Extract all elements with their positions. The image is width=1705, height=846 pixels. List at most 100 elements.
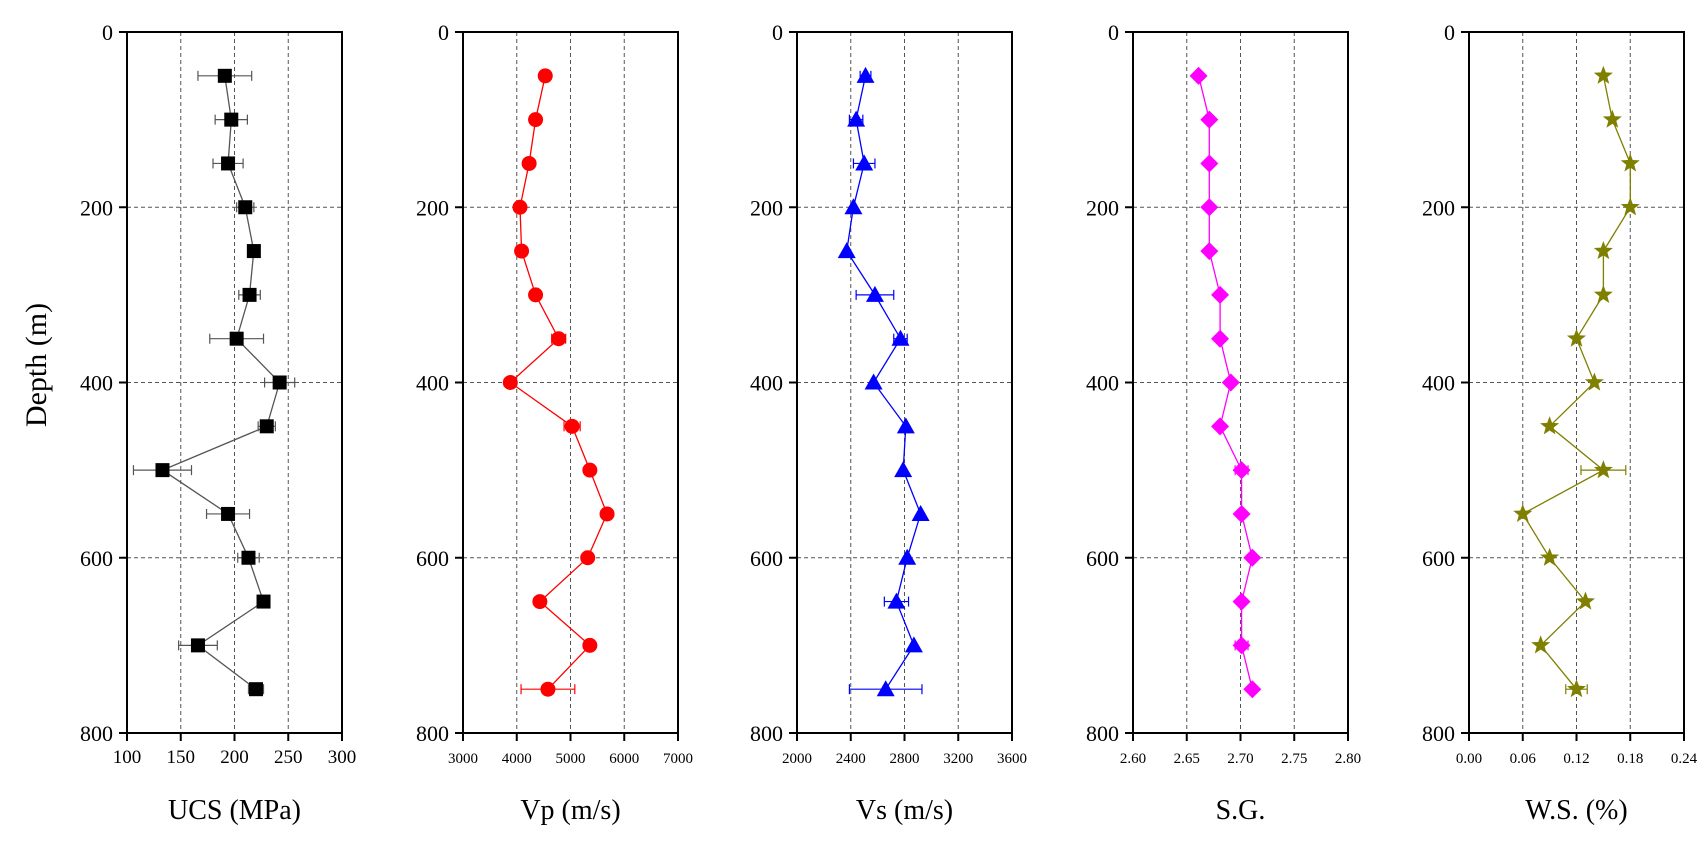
x-tick-label: 5000 [556,751,586,767]
square-marker [256,594,271,609]
circle-marker [528,287,544,303]
diamond-marker [1200,198,1219,217]
square-marker [238,200,253,215]
diamond-marker [1200,154,1219,173]
diamond-marker [1189,66,1208,85]
x-tick-label: 3200 [943,751,973,767]
circle-marker [512,199,528,215]
star-marker [1575,591,1595,610]
square-marker [229,331,244,346]
square-marker [242,287,257,302]
y-tick-label: 800 [1422,721,1455,746]
y-tick-label: 800 [1086,721,1119,746]
x-tick-label: 200 [220,747,249,768]
diamond-marker [1243,680,1262,699]
circle-marker [582,637,598,653]
y-tick-label: 0 [772,20,783,45]
y-tick-label: 600 [416,546,449,571]
square-marker [224,112,239,127]
diamond-marker [1232,504,1251,523]
y-tick-label: 200 [1422,195,1455,220]
square-marker [190,638,205,653]
triangle-marker [896,417,915,434]
circle-marker [532,594,548,610]
square-marker [249,682,263,697]
circle-marker [502,375,518,390]
x-tick-label: 0.00 [1456,751,1482,767]
square-marker [246,244,261,259]
x-tick-label: 2400 [836,751,866,767]
triangle-marker [898,548,917,565]
circle-marker [551,331,567,347]
x-tick-label: 4000 [502,751,532,767]
diamond-marker [1211,417,1230,436]
y-tick-label: 400 [416,371,449,396]
triangle-marker [894,461,913,478]
x-tick-label: 250 [274,747,303,768]
square-marker [221,506,236,521]
y-tick-label: 200 [1086,195,1119,220]
triangle-marker [876,680,895,697]
triangle-marker [911,504,930,521]
x-tick-label: 2800 [890,751,920,767]
star-marker [1593,65,1613,84]
diamond-marker [1232,461,1251,480]
circle-marker [540,681,556,697]
star-marker [1620,153,1640,172]
triangle-marker [837,242,856,259]
x-tick-label: 0.06 [1510,751,1537,767]
y-tick-label: 600 [1422,546,1455,571]
star-marker [1566,328,1587,347]
square-marker [221,156,236,171]
x-tick-label: 150 [167,747,196,768]
triangle-marker [856,66,875,83]
circle-marker [521,155,537,171]
x-tick-label: 0.24 [1671,751,1698,767]
y-tick-label: 400 [1422,371,1455,396]
star-marker [1593,460,1613,479]
y-tick-label: 400 [80,371,113,396]
triangle-marker [847,110,866,127]
triangle-marker [844,198,863,215]
x-tick-label: 100 [113,747,142,768]
x-tick-label: 0.12 [1563,751,1589,767]
y-tick-label: 400 [750,371,783,396]
circle-marker [528,112,544,128]
x-tick-label: 3600 [997,751,1027,767]
y-tick-label: 200 [750,195,783,220]
y-axis-title: Depth (m) [20,303,53,427]
x-tick-label: 0.18 [1617,751,1643,767]
y-tick-label: 800 [416,721,449,746]
diamond-marker [1200,242,1219,261]
y-tick-label: 400 [1086,371,1119,396]
star-marker [1566,679,1587,698]
square-marker [272,375,287,390]
x-axis-title: S.G. [1216,795,1266,826]
square-marker [155,463,170,478]
square-marker [259,419,274,434]
circle-marker [582,462,598,478]
x-axis-title: Vp (m/s) [520,795,620,826]
star-marker [1620,197,1640,216]
star-marker [1513,503,1533,523]
star-marker [1540,547,1560,566]
x-tick-label: 2.80 [1335,751,1361,767]
y-tick-label: 200 [80,195,113,220]
circle-marker [514,243,530,259]
triangle-marker [904,636,923,653]
x-tick-label: 2.70 [1227,751,1253,767]
diamond-marker [1243,548,1262,567]
star-marker [1584,372,1604,391]
star-marker [1540,416,1560,435]
diamond-marker [1221,373,1240,392]
diamond-marker [1200,110,1219,129]
y-tick-label: 600 [1086,546,1119,571]
star-marker [1602,109,1622,128]
circle-marker [580,550,596,566]
circle-marker [599,506,615,522]
x-axis-title: UCS (MPa) [168,795,301,826]
x-axis-title: W.S. (%) [1525,795,1627,826]
x-tick-label: 2000 [782,751,812,767]
